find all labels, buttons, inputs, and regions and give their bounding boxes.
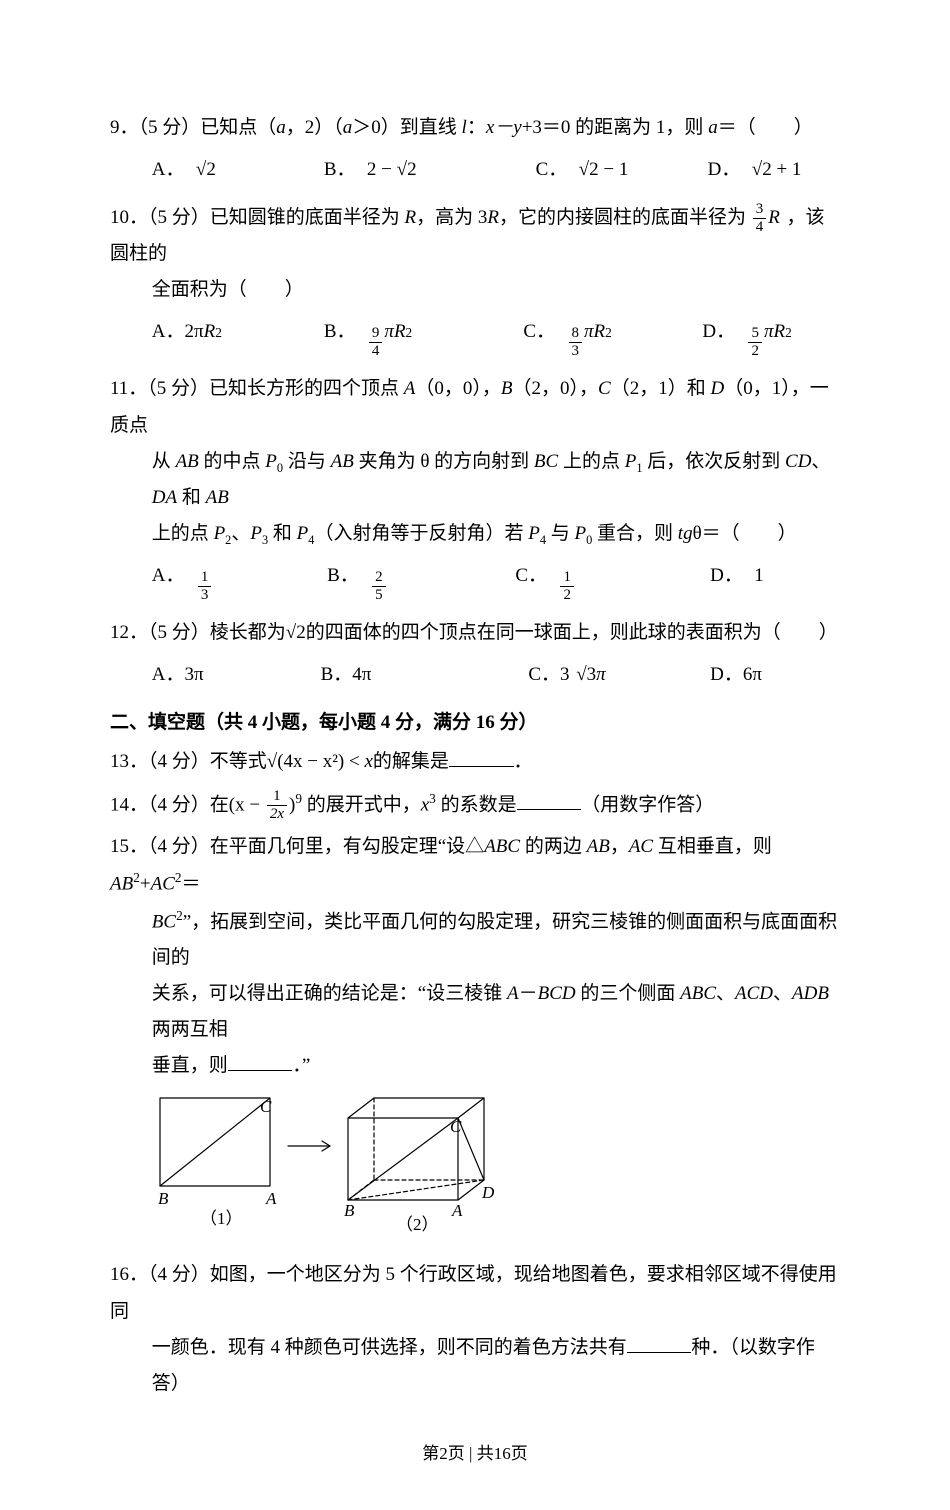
q11-opt-b: B．25 <box>327 558 515 603</box>
q15-blank <box>228 1051 293 1071</box>
q9: 9．（5 分）已知点（a，2）（a＞0）到直线 l：x－y+3＝0 的距离为 1… <box>110 110 840 146</box>
q10-stem-l1: 10．（5 分）已知圆锥的底面半径为 R，高为 3R，它的内接圆柱的底面半径为 … <box>110 207 825 264</box>
page-footer: 第2页 | 共16页 <box>110 1438 840 1470</box>
svg-text:A: A <box>451 1201 463 1220</box>
q10: 10．（5 分）已知圆锥的底面半径为 R，高为 3R，它的内接圆柱的底面半径为 … <box>110 200 840 308</box>
svg-text:B: B <box>344 1201 355 1220</box>
q9-opt-b: B．2 − √2 <box>324 152 536 188</box>
q11-l1: 11．（5 分）已知长方形的四个顶点 A（0，0），B（2，0），C（2，1）和… <box>110 371 840 443</box>
q9-opt-d: D．√2 + 1 <box>708 152 840 188</box>
q12-opt-d: D．6π <box>710 657 840 693</box>
q13-blank <box>449 747 514 767</box>
q10-stem-l2: 全面积为（ ） <box>110 272 840 308</box>
q10-opt-c: C．83πR2 <box>523 314 702 359</box>
q10-frac: 34 <box>753 202 767 235</box>
q11-opt-a: A．13 <box>152 558 327 603</box>
q14-blank <box>517 790 582 810</box>
q11-opt-d: D．1 <box>710 558 840 594</box>
q9-opt-c: C．√2 − 1 <box>536 152 708 188</box>
q15: 15．（4 分）在平面几何里，有勾股定理“设△ABC 的两边 AB，AC 互相垂… <box>110 829 840 1084</box>
q16-l1: 16．（4 分）如图，一个地区分为 5 个行政区域，现给地图着色，要求相邻区域不… <box>110 1257 840 1329</box>
figure-svg: A B C （1） A B C D （2） <box>152 1090 512 1240</box>
q9-stem: 9．（5 分）已知点（a，2）（a＞0）到直线 l：x－y+3＝0 的距离为 1… <box>110 117 813 138</box>
q16: 16．（4 分）如图，一个地区分为 5 个行政区域，现给地图着色，要求相邻区域不… <box>110 1257 840 1401</box>
q10-opt-a: A．2πR2 <box>152 314 324 350</box>
q12-options: A．3π B．4π C．3√3π D．6π <box>110 657 840 693</box>
q10-options: A．2πR2 B．94πR2 C．83πR2 D．52πR2 <box>110 314 840 359</box>
section-2-title: 二、填空题（共 4 小题，每小题 4 分，满分 16 分） <box>110 705 840 741</box>
q12: 12．（5 分）棱长都为√2的四面体的四个顶点在同一球面上，则此球的表面积为（ … <box>110 615 840 651</box>
q11-opt-c: C．12 <box>515 558 710 603</box>
svg-text:D: D <box>481 1183 495 1202</box>
q15-figure: A B C （1） A B C D （2） <box>152 1090 840 1253</box>
q9-opt-a: A．√2 <box>152 152 324 188</box>
q14: 14．（4 分）在(x − 12x)9 的展开式中，x3 的系数是（用数字作答） <box>110 786 840 823</box>
q11: 11．（5 分）已知长方形的四个顶点 A（0，0），B（2，0），C（2，1）和… <box>110 371 840 552</box>
q15-l1: 15．（4 分）在平面几何里，有勾股定理“设△ABC 的两边 AB，AC 互相垂… <box>110 829 840 903</box>
q15-l4: 垂直，则．” <box>110 1048 840 1084</box>
q12-opt-a: A．3π <box>152 657 321 693</box>
q16-blank <box>627 1333 692 1353</box>
q15-l2: BC2”，拓展到空间，类比平面几何的勾股定理，研究三棱锥的侧面面积与底面面积间的 <box>110 903 840 977</box>
q11-l2: 从 AB 的中点 P0 沿与 AB 夹角为 θ 的方向射到 BC 上的点 P1 … <box>110 444 840 516</box>
q16-l2: 一颜色．现有 4 种颜色可供选择，则不同的着色方法共有种．（以数字作答） <box>110 1330 840 1402</box>
q13: 13．（4 分）不等式√(4x − x²) < x的解集是． <box>110 744 840 780</box>
q15-l3: 关系，可以得出正确的结论是：“设三棱锥 A－BCD 的三个侧面 ABC、ACD、… <box>110 976 840 1048</box>
q11-options: A．13 B．25 C．12 D．1 <box>110 558 840 603</box>
svg-text:（2）: （2） <box>396 1215 439 1234</box>
svg-text:C: C <box>260 1097 272 1116</box>
svg-text:C: C <box>450 1117 462 1136</box>
q9-options: A．√2 B．2 − √2 C．√2 − 1 D．√2 + 1 <box>110 152 840 188</box>
q11-l3: 上的点 P2、P3 和 P4（入射角等于反射角）若 P4 与 P0 重合，则 t… <box>110 516 840 552</box>
svg-text:A: A <box>265 1189 277 1208</box>
q12-opt-c: C．3√3π <box>528 657 710 693</box>
q12-opt-b: B．4π <box>321 657 529 693</box>
q10-opt-d: D．52πR2 <box>702 314 840 359</box>
q10-opt-b: B．94πR2 <box>324 314 524 359</box>
q12-stem: 12．（5 分）棱长都为√2的四面体的四个顶点在同一球面上，则此球的表面积为（ … <box>110 622 838 643</box>
svg-text:（1）: （1） <box>200 1209 243 1228</box>
svg-text:B: B <box>158 1189 169 1208</box>
